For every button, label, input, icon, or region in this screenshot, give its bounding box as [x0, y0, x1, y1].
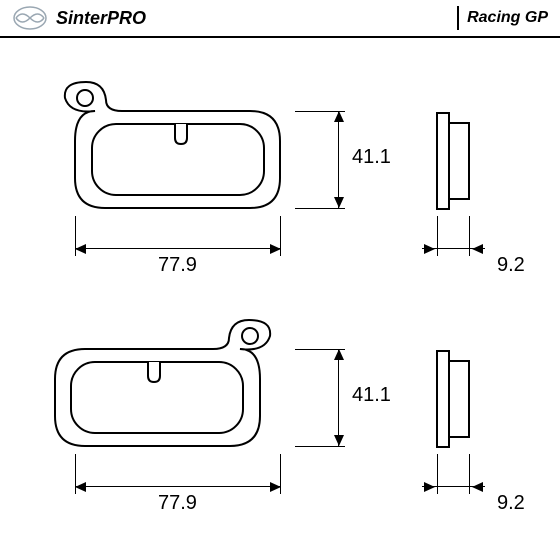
diagram-area: 41.1 77.9 9.2 [0, 38, 560, 560]
product-name: Racing GP [467, 9, 548, 27]
dim-width-top: 77.9 [158, 254, 197, 277]
header-divider [457, 6, 459, 30]
dim-thick-top: 9.2 [497, 254, 525, 277]
dim-width-bottom: 77.9 [158, 492, 197, 515]
pad-group-bottom: 41.1 77.9 9.2 [0, 306, 560, 536]
pad-front-bottom [50, 316, 285, 451]
pad-group-top: 41.1 77.9 9.2 [0, 68, 560, 298]
pad-front-top [50, 78, 285, 213]
dim-height-bottom: 41.1 [352, 384, 391, 407]
pad-profile-bottom [435, 349, 477, 449]
dim-thick-bottom: 9.2 [497, 492, 525, 515]
brand-logo-icon [12, 5, 48, 31]
dim-height-top: 41.1 [352, 146, 391, 169]
header-bar: SinterPRO Racing GP [0, 0, 560, 38]
pad-profile-top [435, 111, 477, 211]
product-wrap: Racing GP [457, 6, 548, 30]
brand-name: SinterPRO [56, 8, 146, 29]
brand-wrap: SinterPRO [12, 5, 146, 31]
